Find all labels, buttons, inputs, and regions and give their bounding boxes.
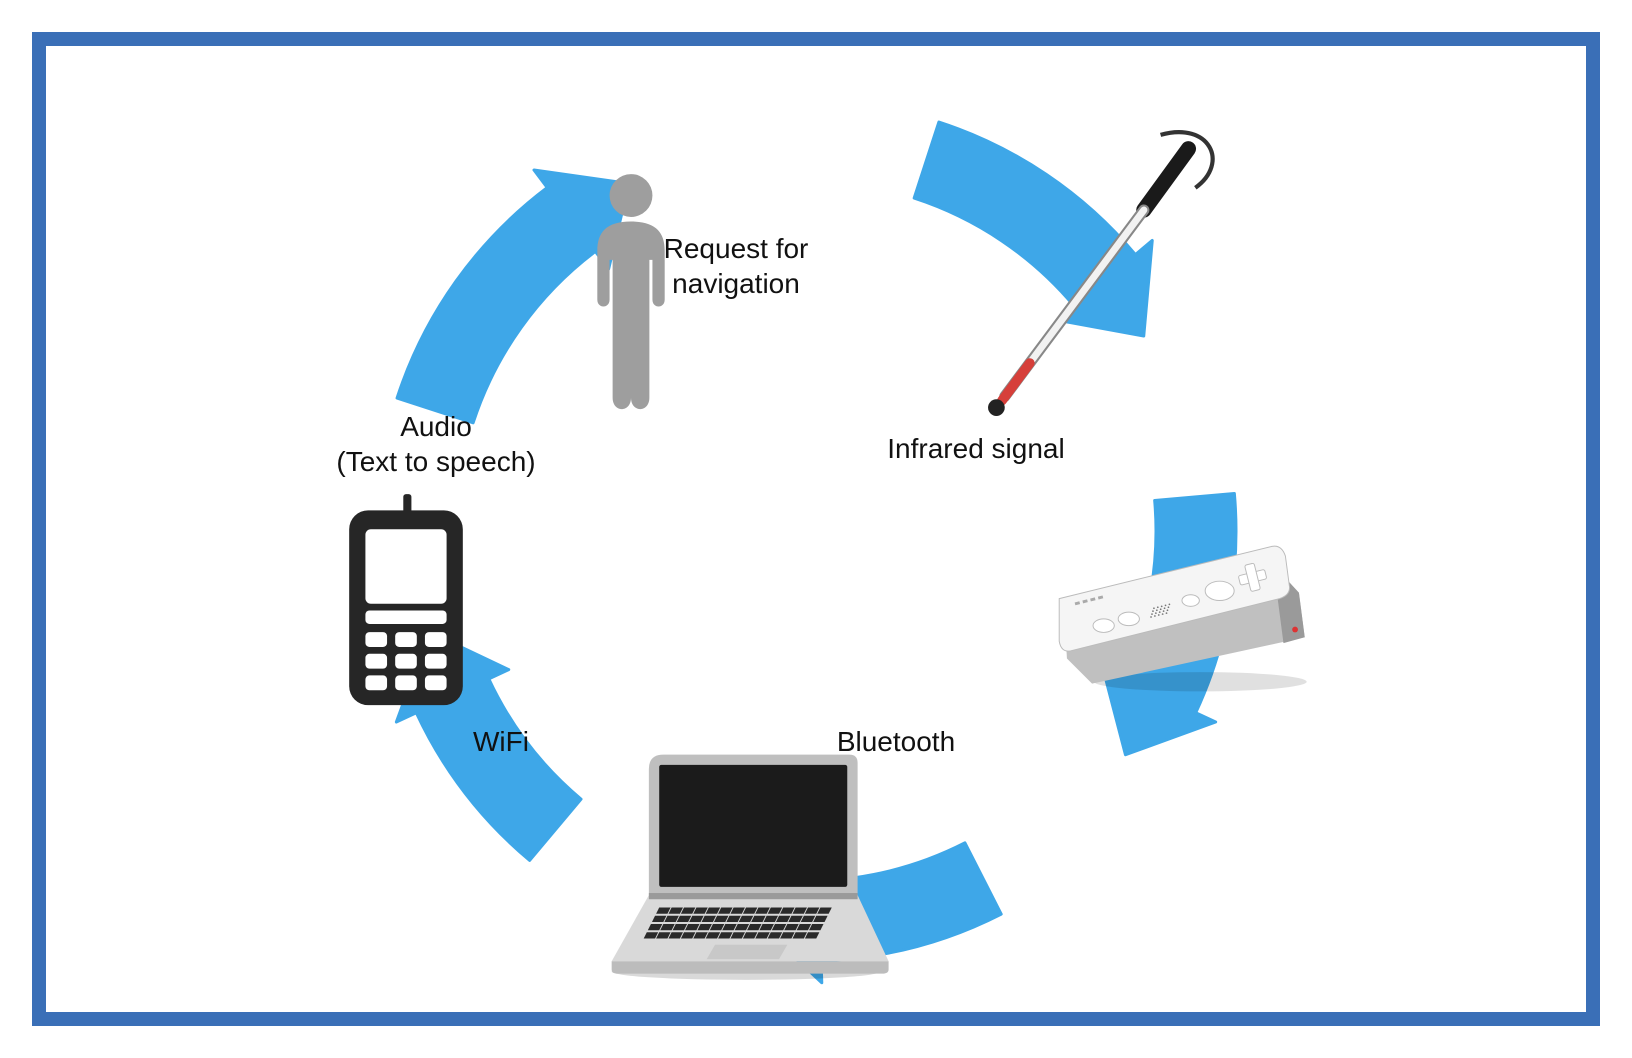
cane-icon <box>951 121 1231 441</box>
phone-node <box>321 486 491 716</box>
cane-node <box>951 121 1231 441</box>
diagram-stage: Request for navigation Infrared signal B… <box>46 46 1586 1012</box>
laptop-icon <box>591 741 901 981</box>
edge-label-infrared: Infrared signal <box>846 431 1106 466</box>
edge-label-request: Request for navigation <box>606 231 866 301</box>
diagram-frame: Request for navigation Infrared signal B… <box>0 0 1632 1058</box>
edge-label-wifi: WiFi <box>371 724 631 759</box>
laptop-node <box>591 741 901 981</box>
edge-label-bluetooth: Bluetooth <box>766 724 1026 759</box>
remote-node <box>1036 516 1326 716</box>
phone-icon <box>321 486 491 716</box>
edge-label-audio: Audio (Text to speech) <box>306 409 566 479</box>
remote-icon <box>1036 516 1326 716</box>
